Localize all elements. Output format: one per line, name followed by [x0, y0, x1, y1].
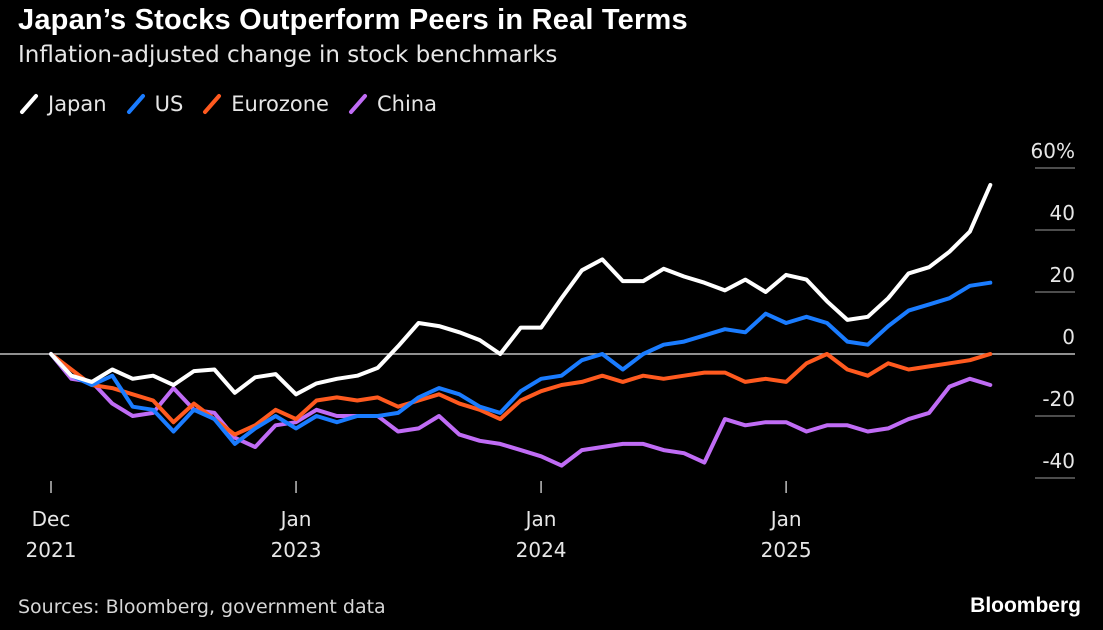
chart-subtitle: Inflation-adjusted change in stock bench…: [18, 42, 558, 68]
legend-swatch-japan: [20, 94, 38, 114]
series-line-japan: [49, 183, 993, 397]
y-tick-label: 60%: [1031, 139, 1075, 163]
legend-swatch-eurozone: [203, 94, 222, 114]
legend-label: China: [376, 92, 437, 116]
x-tick-label-month: Jan: [524, 507, 557, 531]
x-tick-label-year: 2025: [761, 538, 812, 562]
legend-item-japan: Japan: [18, 92, 107, 116]
x-tick-label-month: Jan: [279, 507, 312, 531]
legend-label: Eurozone: [231, 92, 329, 116]
bloomberg-logo: Bloomberg: [970, 594, 1081, 617]
y-tick-label: -20: [1042, 387, 1075, 411]
y-tick-label: 20: [1050, 263, 1075, 287]
legend-swatch-us: [126, 94, 145, 114]
legend-item-china: China: [347, 92, 437, 116]
x-tick-label-month: Dec: [32, 507, 71, 531]
source-note: Sources: Bloomberg, government data: [18, 596, 386, 618]
legend-item-eurozone: Eurozone: [201, 92, 329, 116]
y-tick-label: -40: [1042, 449, 1075, 473]
y-tick-label: 40: [1050, 201, 1075, 225]
legend-item-us: US: [125, 92, 184, 116]
x-tick-label-year: 2021: [26, 538, 77, 562]
x-tick-label-year: 2023: [271, 538, 322, 562]
legend: Japan US Eurozone China: [18, 92, 437, 116]
x-tick-label-year: 2024: [516, 538, 567, 562]
legend-label: Japan: [48, 92, 107, 116]
series-line-us: [49, 280, 993, 446]
y-tick-label: 0: [1062, 325, 1075, 349]
series-line-eurozone: [49, 352, 993, 437]
legend-label: US: [154, 92, 184, 116]
x-tick-label-month: Jan: [769, 507, 802, 531]
legend-swatch-china: [348, 94, 367, 114]
chart-title: Japan’s Stocks Outperform Peers in Real …: [18, 4, 688, 36]
